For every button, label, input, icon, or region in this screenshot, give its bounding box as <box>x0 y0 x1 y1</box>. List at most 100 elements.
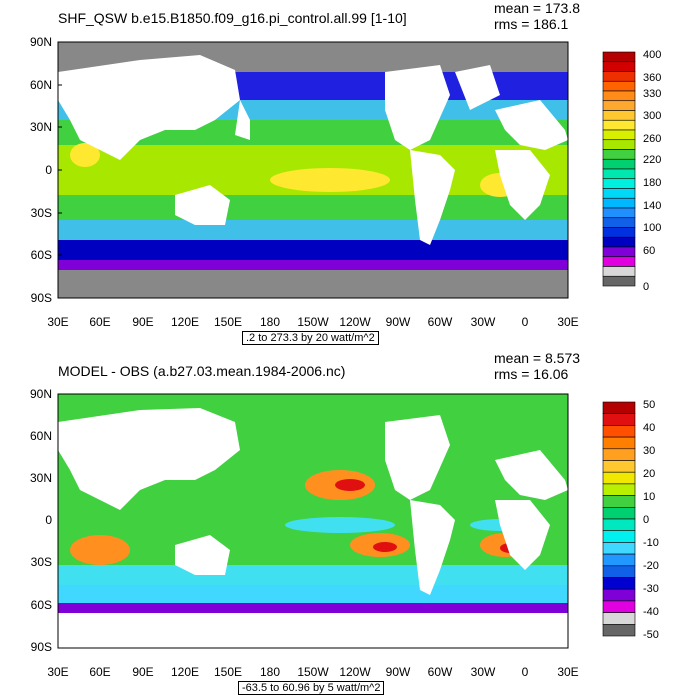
lon-label: 90E <box>132 315 153 329</box>
colorbar-swatch <box>602 588 636 602</box>
colorbar-label: 40 <box>643 422 655 434</box>
colorbar-swatch <box>602 236 636 248</box>
colorbar-swatch <box>602 246 636 258</box>
lon-label: 60E <box>89 665 110 679</box>
colorbar-swatch <box>602 413 636 426</box>
colorbar-label: -10 <box>643 537 659 549</box>
lon-label: 120E <box>171 315 199 329</box>
land <box>58 408 568 595</box>
colorbar-label: -50 <box>643 629 659 641</box>
colorbar-swatch <box>602 227 636 238</box>
colorbar-swatch <box>602 110 636 121</box>
colorbar-label: 360 <box>643 72 661 84</box>
ocean-band <box>58 195 568 220</box>
colorbar-swatch <box>602 612 636 625</box>
colorbar-swatch <box>602 197 636 209</box>
negative-anomaly <box>285 517 395 533</box>
lat-ticks <box>58 41 62 299</box>
lat-label: 90S <box>31 640 52 654</box>
colorbar-swatch <box>602 495 636 508</box>
colorbar-swatch <box>602 51 636 63</box>
panel-top: SHF_QSW b.e15.B1850.f09_g16.pi_control.a… <box>30 0 661 345</box>
colorbar-swatch <box>602 483 636 496</box>
colorbar-label: -20 <box>643 560 659 572</box>
panel-bottom: MODEL - OBS (a.b27.03.mean.1984-2006.nc)… <box>0 350 700 700</box>
lon-label: 60W <box>428 315 453 329</box>
max-region <box>270 168 390 192</box>
colorbar-swatch <box>602 90 636 102</box>
colorbar-swatch <box>602 256 636 267</box>
lon-label: 120W <box>339 315 371 329</box>
colorbar-swatch <box>602 401 636 414</box>
lon-label: 60E <box>89 315 110 329</box>
colorbar <box>602 401 636 637</box>
land <box>58 55 568 245</box>
lon-label: 30W <box>471 315 496 329</box>
colorbar-swatch <box>602 71 636 82</box>
ocean-band <box>58 220 568 240</box>
colorbar-label: 60 <box>643 245 655 257</box>
lon-label: 150E <box>214 315 242 329</box>
colorbar-label: 220 <box>643 154 661 166</box>
lon-label: 150W <box>297 315 329 329</box>
mean-label: mean = 8.573 <box>494 350 581 366</box>
colorbar-swatch <box>602 425 636 438</box>
lon-label: 150W <box>297 665 329 679</box>
map-plot: 90N 60N 30N 0 30S 60S 90S 30E 60E 90E 12… <box>30 387 659 679</box>
colorbar-swatch <box>602 553 636 567</box>
lon-label: 30E <box>557 665 578 679</box>
colorbar-swatch <box>602 61 636 72</box>
lat-label: 90S <box>31 291 52 305</box>
colorbar-swatch <box>602 275 636 287</box>
colorbar-swatch <box>602 460 636 473</box>
colorbar-swatch <box>602 600 636 613</box>
lat-label: 60S <box>31 248 52 262</box>
colorbar-swatch <box>602 139 636 150</box>
colorbar-label: 400 <box>643 49 661 61</box>
colorbar-swatch <box>602 507 636 520</box>
colorbar-swatch <box>602 158 636 170</box>
lat-label: 0 <box>45 163 52 177</box>
colorbar-swatch <box>602 217 636 228</box>
colorbar-swatch <box>602 100 636 111</box>
colorbar-swatch <box>602 80 636 92</box>
lon-labels: 30E 60E 90E 120E 150E 180 150W 120W 90W … <box>47 315 578 329</box>
colorbar-swatch <box>602 178 636 189</box>
anomaly-band <box>58 585 568 603</box>
positive-anomaly <box>335 479 365 491</box>
lat-label: 30N <box>30 471 52 485</box>
lon-label: 30W <box>471 665 496 679</box>
colorbar-label: 260 <box>643 133 661 145</box>
lon-label: 90E <box>132 665 153 679</box>
ocean-band <box>58 240 568 260</box>
colorbar-swatch <box>602 266 636 277</box>
max-region <box>70 143 100 167</box>
colorbar-label: 300 <box>643 110 661 122</box>
anomaly-band <box>58 394 568 408</box>
colorbar-swatch <box>602 542 636 555</box>
colorbar-swatch <box>602 436 636 450</box>
colorbar-swatch <box>602 530 636 543</box>
colorbar-labels: 50 40 30 20 10 0 -10 -20 -30 -40 -50 <box>643 399 659 641</box>
lon-label: 0 <box>522 665 529 679</box>
colorbar-swatch <box>602 565 636 578</box>
contour-info: .2 to 273.3 by 20 watt/m^2 <box>242 331 379 345</box>
lat-labels: 90N 60N 30N 0 30S 60S 90S <box>30 387 52 654</box>
rms-label: rms = 16.06 <box>494 366 569 382</box>
lon-label: 90W <box>386 315 411 329</box>
lon-label: 180 <box>260 315 280 329</box>
lon-label: 30E <box>47 315 68 329</box>
lon-label: 60W <box>428 665 453 679</box>
colorbar-label: 180 <box>643 177 661 189</box>
lon-label: 30E <box>47 665 68 679</box>
map-title: MODEL - OBS (a.b27.03.mean.1984-2006.nc) <box>58 363 346 379</box>
colorbar-label: 20 <box>643 468 655 480</box>
lat-labels: 90N 60N 30N 0 30S 60S 90S <box>30 35 52 305</box>
colorbar-swatch <box>602 188 636 199</box>
colorbar-swatch <box>602 448 636 461</box>
colorbar-label: 30 <box>643 445 655 457</box>
contour-info: -63.5 to 60.96 by 5 watt/m^2 <box>238 681 385 695</box>
colorbar-label: 0 <box>643 514 649 526</box>
ocean-band <box>58 260 568 270</box>
lat-label: 60N <box>30 78 52 92</box>
